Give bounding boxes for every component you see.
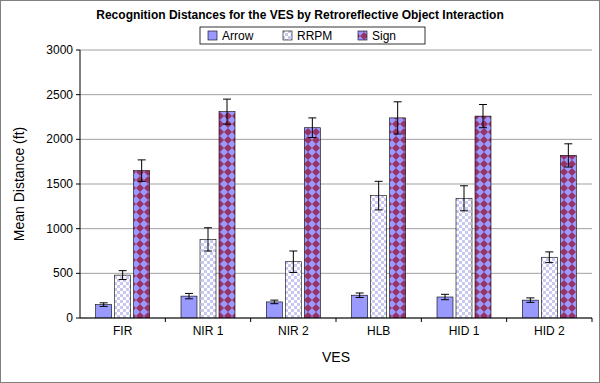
error-bar bbox=[289, 251, 297, 272]
bar bbox=[134, 171, 150, 318]
error-bar bbox=[460, 186, 468, 211]
error-bar bbox=[308, 118, 316, 138]
error-bar bbox=[356, 293, 364, 297]
legend-box bbox=[200, 27, 425, 44]
error-bar bbox=[100, 303, 108, 307]
bar bbox=[456, 198, 472, 318]
x-tick bbox=[165, 318, 166, 322]
error-bar bbox=[564, 144, 572, 167]
y-axis bbox=[80, 50, 81, 318]
y-tick bbox=[76, 139, 80, 140]
legend-label: Sign bbox=[372, 29, 396, 43]
x-tick-label: NIR 1 bbox=[193, 324, 224, 338]
x-axis-label: VES bbox=[322, 349, 350, 365]
error-bar bbox=[119, 271, 127, 280]
bar bbox=[304, 128, 320, 318]
y-tick-label: 0 bbox=[66, 311, 73, 325]
x-tick bbox=[592, 318, 593, 322]
error-bar bbox=[375, 181, 383, 210]
bar bbox=[371, 196, 387, 318]
grid-line bbox=[80, 139, 592, 140]
x-tick-label: FIR bbox=[113, 324, 133, 338]
title: Recognition Distances for the VES by Ret… bbox=[96, 8, 503, 22]
legend-label: Arrow bbox=[222, 29, 254, 43]
error-bar bbox=[441, 294, 449, 299]
y-tick-label: 2000 bbox=[46, 132, 73, 146]
y-tick bbox=[76, 273, 80, 274]
y-tick bbox=[76, 184, 80, 185]
x-tick bbox=[250, 318, 251, 322]
x-tick bbox=[336, 318, 337, 322]
x-tick bbox=[421, 318, 422, 322]
error-bar bbox=[138, 160, 146, 181]
y-tick bbox=[76, 94, 80, 95]
chart-svg: 0 500 1000 1500 2000 2500 3000 FIR NIR 1 NIR 2 HLB… bbox=[0, 0, 600, 383]
y-tick bbox=[76, 50, 80, 51]
legend: Arrow RRPM Sign bbox=[200, 27, 425, 44]
error-bar bbox=[270, 300, 278, 304]
legend-swatch bbox=[358, 31, 367, 40]
error-bar bbox=[479, 104, 487, 127]
y-tick bbox=[76, 228, 80, 229]
y-tick-label: 1000 bbox=[46, 222, 73, 236]
bar bbox=[560, 155, 576, 318]
error-bar bbox=[204, 228, 212, 251]
outer-frame bbox=[1, 1, 600, 383]
bar bbox=[266, 302, 282, 318]
y-tick-label: 1500 bbox=[46, 177, 73, 191]
error-bar bbox=[223, 99, 231, 124]
bar bbox=[390, 118, 406, 318]
x-tick-label: HID 1 bbox=[449, 324, 480, 338]
x-tick bbox=[506, 318, 507, 322]
legend-swatch bbox=[283, 31, 292, 40]
x-tick-label: HLB bbox=[367, 324, 390, 338]
bar bbox=[352, 295, 368, 318]
grid-line bbox=[80, 228, 592, 229]
grid bbox=[80, 50, 592, 318]
bar bbox=[181, 296, 197, 318]
legend-label: RRPM bbox=[297, 29, 332, 43]
error-bar bbox=[526, 298, 534, 302]
error-bar bbox=[394, 102, 402, 134]
x-tick-label: HID 2 bbox=[534, 324, 565, 338]
y-axis-label: Mean Distance (ft) bbox=[11, 127, 27, 241]
error-bar bbox=[545, 252, 553, 263]
legend-swatch bbox=[208, 31, 217, 40]
bar bbox=[475, 116, 491, 318]
x-tick-label: NIR 2 bbox=[278, 324, 309, 338]
y-tick-label: 500 bbox=[53, 266, 73, 280]
grid-line bbox=[80, 273, 592, 274]
error-bar bbox=[185, 293, 193, 298]
grid-line bbox=[80, 94, 592, 95]
grid-line bbox=[80, 184, 592, 185]
bar bbox=[541, 257, 557, 318]
y-tick bbox=[76, 318, 80, 319]
chart-root: 0 500 1000 1500 2000 2500 3000 FIR NIR 1 NIR 2 HLB… bbox=[0, 0, 600, 383]
grid-line bbox=[80, 50, 592, 51]
bar bbox=[115, 275, 131, 318]
bar bbox=[219, 112, 235, 318]
y-tick-label: 2500 bbox=[46, 88, 73, 102]
bars bbox=[96, 99, 577, 318]
y-tick-label: 3000 bbox=[46, 43, 73, 57]
